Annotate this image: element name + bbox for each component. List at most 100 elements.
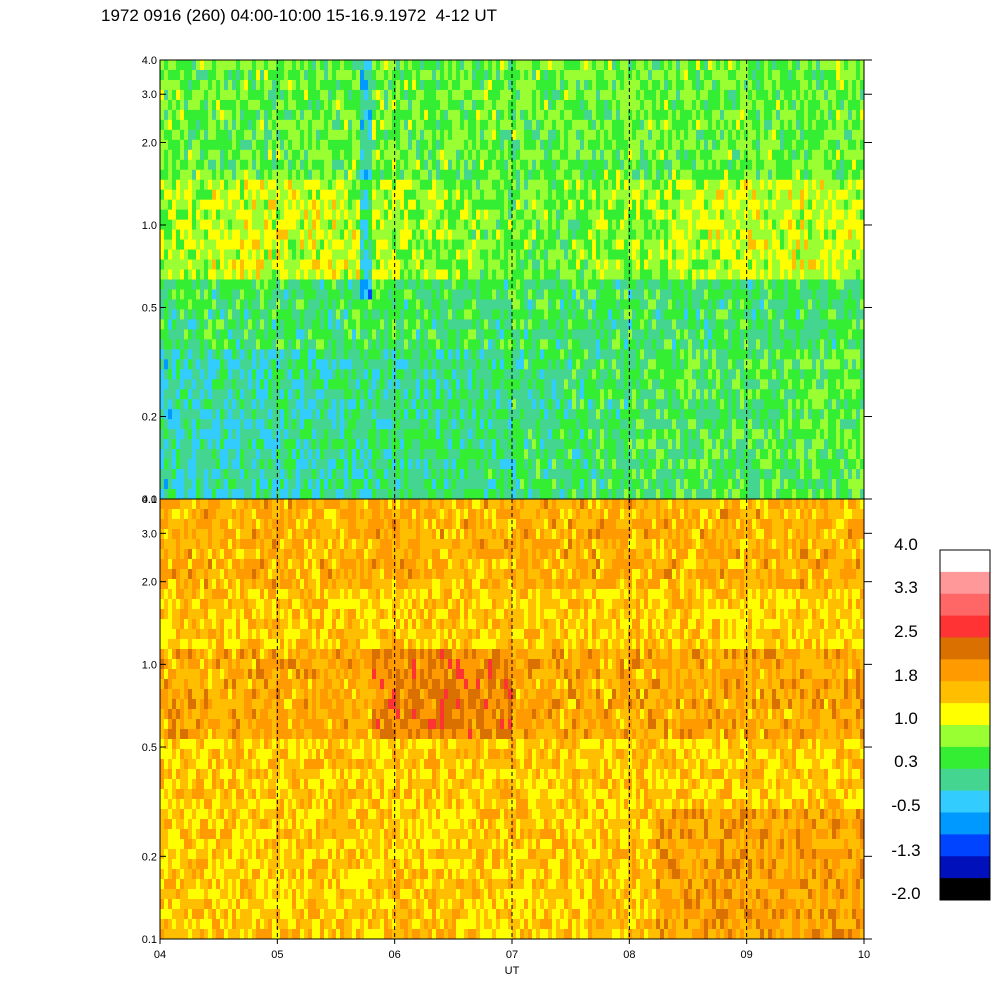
heatmap-cell	[456, 209, 461, 220]
heatmap-cell	[488, 429, 493, 440]
heatmap-cell	[480, 169, 485, 181]
heatmap-cell	[252, 379, 257, 390]
heatmap-cell	[336, 299, 341, 310]
heatmap-cell	[460, 299, 465, 310]
heatmap-cell	[228, 419, 233, 430]
heatmap-cell	[380, 319, 385, 330]
heatmap-cell	[556, 489, 561, 499]
heatmap-cell	[556, 359, 561, 370]
heatmap-cell	[548, 369, 553, 380]
heatmap-cell	[260, 489, 265, 499]
heatmap-cell	[172, 369, 177, 380]
heatmap-cell	[320, 359, 325, 370]
heatmap-cell	[428, 389, 433, 400]
heatmap-cell	[192, 79, 197, 91]
heatmap-cell	[500, 129, 505, 141]
heatmap-cell	[264, 299, 269, 310]
heatmap-cell	[248, 219, 253, 230]
heatmap-cell	[164, 259, 169, 270]
heatmap-cell	[204, 199, 209, 210]
heatmap-cell	[180, 369, 185, 380]
heatmap-cell	[588, 249, 593, 260]
heatmap-cell	[380, 249, 385, 260]
heatmap-cell	[320, 89, 325, 101]
heatmap-cell	[552, 319, 557, 330]
heatmap-cell	[540, 149, 545, 161]
heatmap-cell	[216, 439, 221, 450]
heatmap-cell	[260, 299, 265, 310]
heatmap-cell	[452, 379, 457, 390]
heatmap-cell	[192, 209, 197, 220]
heatmap-cell	[300, 279, 305, 290]
heatmap-cell	[384, 209, 389, 220]
heatmap-cell	[304, 359, 309, 370]
heatmap-cell	[460, 169, 465, 181]
heatmap-cell	[268, 109, 273, 121]
heatmap-cell	[412, 109, 417, 121]
heatmap-cell	[420, 359, 425, 370]
heatmap-cell	[372, 329, 377, 340]
heatmap-cell	[340, 139, 345, 151]
heatmap-cell	[452, 429, 457, 440]
heatmap-cell	[416, 89, 421, 101]
heatmap-cell	[224, 209, 229, 220]
heatmap-cell	[492, 259, 497, 270]
heatmap-cell	[400, 169, 405, 181]
heatmap-cell	[376, 259, 381, 270]
heatmap-cell	[464, 159, 469, 171]
heatmap-cell	[480, 119, 485, 131]
heatmap-cell	[512, 189, 517, 200]
heatmap-cell	[424, 389, 429, 400]
heatmap-cell	[248, 60, 253, 71]
heatmap-cell	[388, 389, 393, 400]
heatmap-cell	[504, 439, 509, 450]
heatmap-cell	[536, 299, 541, 310]
heatmap-cell	[208, 60, 213, 71]
heatmap-cell	[460, 179, 465, 191]
heatmap-cell	[376, 129, 381, 141]
heatmap-cell	[348, 369, 353, 380]
heatmap-cell	[284, 349, 289, 360]
heatmap-cell	[336, 199, 341, 210]
heatmap-cell	[256, 139, 261, 151]
heatmap-cell	[192, 369, 197, 380]
heatmap-cell	[232, 169, 237, 181]
heatmap-cell	[416, 379, 421, 390]
heatmap-cell	[360, 89, 365, 101]
heatmap-cell	[404, 319, 409, 330]
heatmap-cell	[564, 409, 569, 420]
heatmap-cell	[312, 229, 317, 240]
heatmap-cell	[208, 69, 213, 81]
heatmap-cell	[460, 139, 465, 151]
heatmap-cell	[432, 169, 437, 181]
heatmap-cell	[204, 459, 209, 470]
heatmap-cell	[500, 149, 505, 161]
heatmap-cell	[252, 189, 257, 200]
heatmap-cell	[384, 489, 389, 499]
heatmap-cell	[572, 289, 577, 300]
heatmap-cell	[420, 159, 425, 171]
heatmap-cell	[524, 239, 529, 250]
heatmap-cell	[360, 429, 365, 440]
heatmap-cell	[480, 60, 485, 71]
heatmap-cell	[480, 69, 485, 81]
heatmap-cell	[348, 389, 353, 400]
heatmap-cell	[448, 449, 453, 460]
heatmap-cell	[324, 399, 329, 410]
heatmap-cell	[340, 239, 345, 250]
heatmap-cell	[420, 69, 425, 81]
heatmap-cell	[404, 139, 409, 151]
heatmap-cell	[192, 89, 197, 101]
heatmap-cell	[588, 279, 593, 290]
heatmap-cell	[532, 189, 537, 200]
heatmap-cell	[304, 369, 309, 380]
heatmap-cell	[332, 179, 337, 191]
heatmap-cell	[556, 219, 561, 230]
heatmap-cell	[608, 289, 613, 300]
heatmap-cell	[384, 69, 389, 81]
heatmap-cell	[440, 439, 445, 450]
heatmap-cell	[308, 489, 313, 499]
heatmap-cell	[516, 319, 521, 330]
heatmap-cell	[528, 329, 533, 340]
heatmap-cell	[412, 189, 417, 200]
